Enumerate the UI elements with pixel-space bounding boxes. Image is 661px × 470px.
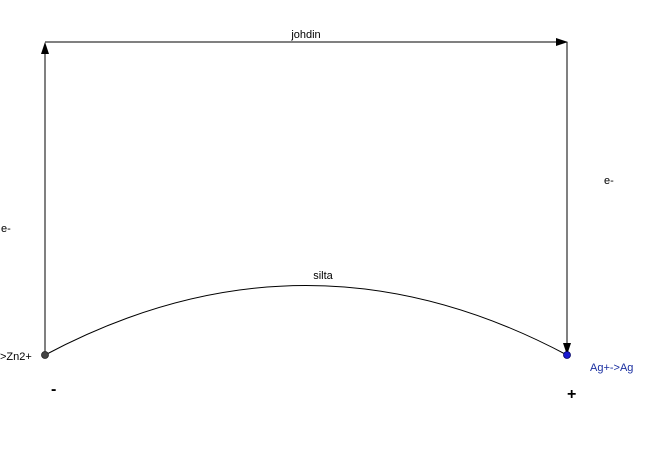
salt-bridge-arc (45, 286, 567, 356)
bridge-label: silta (313, 270, 333, 282)
anode-sign: - (51, 381, 56, 398)
anode-point (42, 352, 49, 359)
cathode-sign: + (567, 386, 576, 403)
electron-left-label: e- (1, 223, 11, 235)
cathode-point (564, 352, 571, 359)
anode-reaction-label: >Zn2+ (0, 351, 32, 363)
electron-right-label: e- (604, 175, 614, 187)
cathode-reaction-label: Ag+->Ag (590, 362, 633, 374)
wire-label: johdin (290, 29, 320, 41)
